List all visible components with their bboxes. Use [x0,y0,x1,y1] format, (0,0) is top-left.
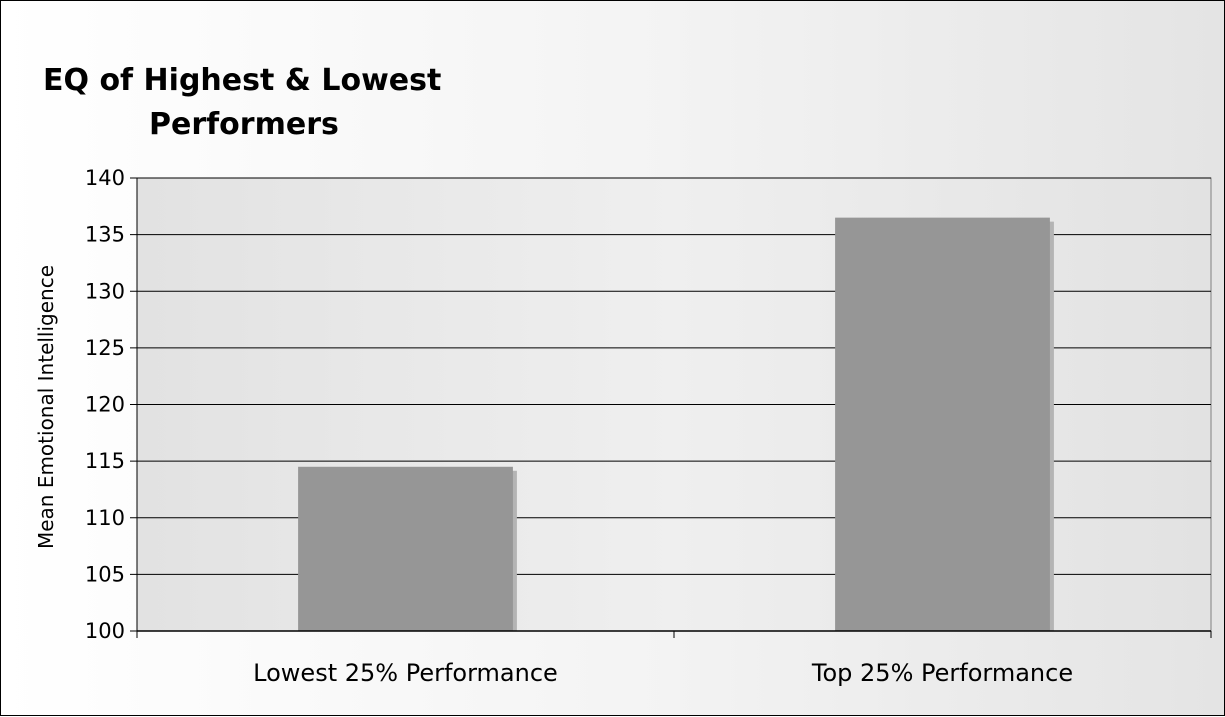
y-tick-label: 115 [85,449,125,473]
y-tick-label: 100 [85,619,125,643]
axes [130,177,1212,638]
y-tick-labels: 100 105 110 115 120 125 130 135 140 [85,166,125,643]
y-tick-label: 130 [85,279,125,303]
y-tick-label: 105 [85,562,125,586]
chart-title-line-1: EQ of Highest & Lowest [43,63,441,98]
bars [298,217,1054,631]
bar [835,217,1050,631]
y-tick-label: 125 [85,336,125,360]
y-axis-title: Mean Emotional Intelligence [34,265,58,549]
bar [298,466,513,631]
x-tick-label: Top 25% Performance [811,659,1073,687]
y-tick-label: 140 [85,166,125,190]
y-tick-label: 135 [85,223,125,247]
y-tick-label: 110 [85,506,125,530]
x-tick-labels: Lowest 25% Performance Top 25% Performanc… [253,659,1073,687]
y-tick-label: 120 [85,393,125,417]
chart-title-line-2: Performers [149,107,339,142]
x-tick-label: Lowest 25% Performance [253,659,558,687]
